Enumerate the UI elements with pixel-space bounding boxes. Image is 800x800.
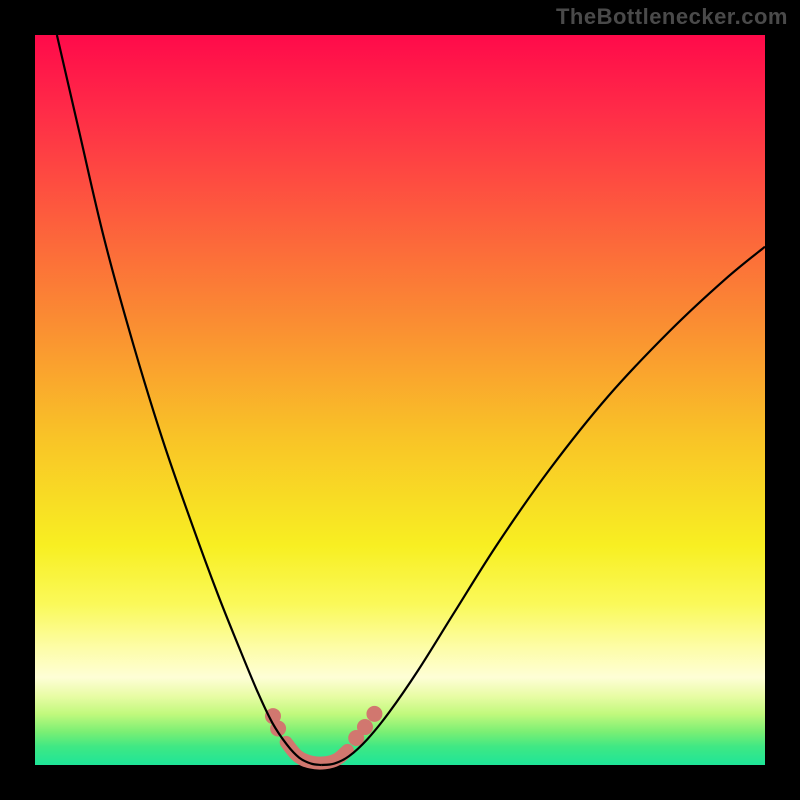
curve-left <box>57 35 321 765</box>
chart-svg-overlay <box>35 35 765 765</box>
watermark-text: TheBottlenecker.com <box>556 4 788 30</box>
curve-right <box>321 247 765 765</box>
chart-frame: TheBottlenecker.com <box>0 0 800 800</box>
highlight-dot <box>357 719 373 735</box>
highlight-dot <box>366 706 382 722</box>
highlight-region <box>265 706 382 763</box>
